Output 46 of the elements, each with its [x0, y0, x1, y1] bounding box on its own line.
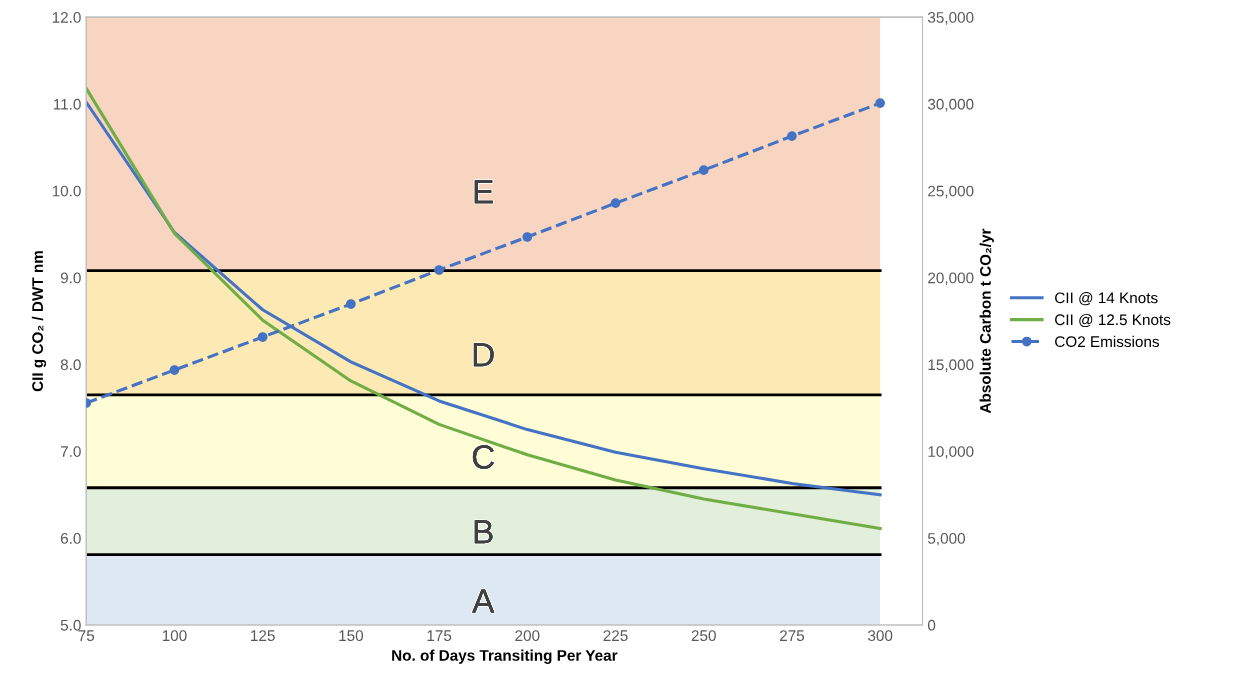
- y2-tick-label: 15,000: [928, 359, 974, 372]
- y2-tick-label: 25,000: [928, 185, 974, 199]
- point: [787, 131, 797, 141]
- x-tick-label: 175: [427, 630, 452, 642]
- legend-label: CII @ 12.5 Knots: [1055, 313, 1171, 328]
- legend-label: CII @ 14 Knots: [1055, 292, 1158, 306]
- point: [169, 365, 180, 375]
- band-label: E: [474, 180, 493, 204]
- y-tick-label: 6.0: [60, 532, 81, 544]
- point: [875, 98, 886, 108]
- y-axis-title: CII g CO₂ / DWT nm: [31, 251, 47, 392]
- x-tick-label: 75: [78, 630, 95, 642]
- y2-tick-label: 0: [927, 619, 936, 631]
- point: [257, 332, 268, 342]
- y-tick-label: 8.0: [60, 359, 81, 371]
- y2-tick-label: 20,000: [928, 272, 974, 286]
- x-tick-label: 300: [868, 630, 893, 642]
- x-tick-label: 250: [691, 630, 716, 642]
- y2-tick-label: 35,000: [927, 12, 974, 25]
- x-tick-label: 200: [515, 630, 540, 642]
- x-axis-title: No. of Days Transiting Per Year: [392, 649, 618, 664]
- point: [346, 299, 356, 309]
- legend-label: CO2 Emissions: [1055, 335, 1160, 348]
- point: [698, 165, 709, 176]
- y2-tick-label: 10,000: [928, 446, 974, 459]
- y-tick-label: 12.0: [52, 12, 81, 23]
- point: [522, 232, 533, 242]
- y-tick-label: 10.0: [52, 185, 81, 197]
- band-label: A: [472, 589, 495, 613]
- y-tick-label: 11.0: [53, 98, 81, 110]
- band-label: D: [473, 343, 494, 367]
- y-tick-label: 5.0: [60, 619, 81, 631]
- x-tick-label: 100: [162, 630, 187, 642]
- band-label: B: [474, 520, 493, 544]
- point: [434, 265, 444, 275]
- x-tick-label: 150: [339, 630, 364, 642]
- y2-tick-label: 5,000: [927, 532, 965, 546]
- x-tick-label: 275: [779, 630, 805, 642]
- point: [610, 198, 621, 208]
- y-tick-label: 7.0: [60, 446, 81, 457]
- y2-axis-title: Absolute Carbon t CO₂/yr: [979, 228, 994, 414]
- y2-tick-label: 30,000: [927, 98, 974, 112]
- x-tick-label: 225: [603, 630, 628, 642]
- x-tick-label: 125: [251, 630, 275, 642]
- y-tick-label: 9.0: [60, 272, 81, 284]
- band-label: C: [472, 445, 494, 469]
